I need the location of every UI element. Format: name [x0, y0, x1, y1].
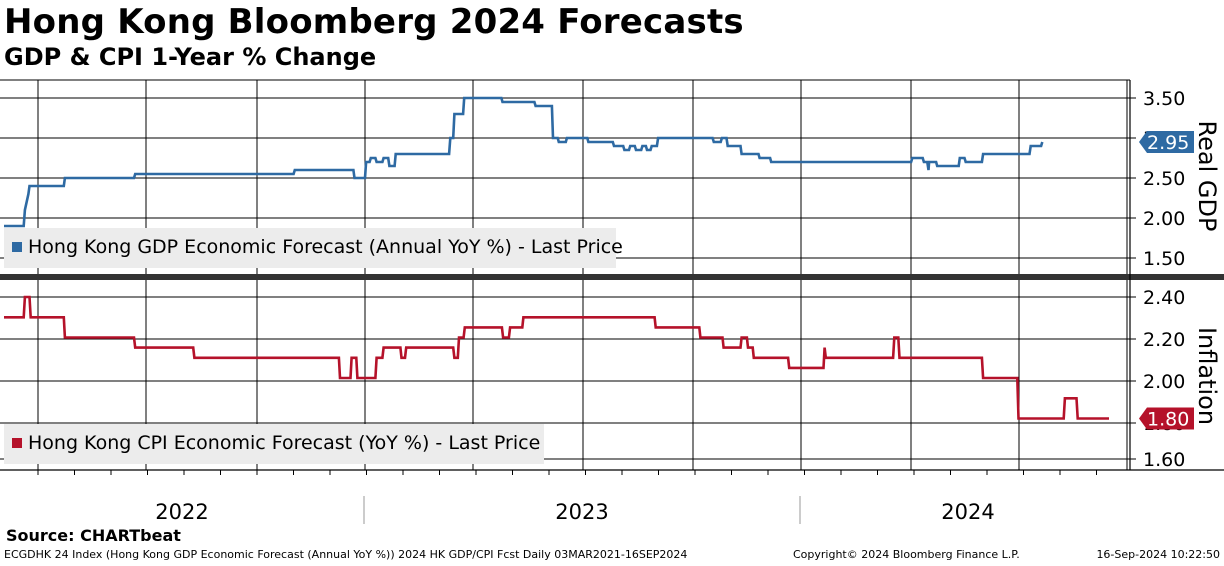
- x-tick-label: 2022: [155, 500, 208, 524]
- footer-description: ECGDHK 24 Index (Hong Kong GDP Economic …: [4, 548, 688, 561]
- y-tick-label: 1.50: [1143, 248, 1185, 270]
- last-value-label: 1.80: [1147, 409, 1189, 431]
- source-label: Source: CHARTbeat: [6, 526, 181, 545]
- legend-box: [4, 424, 544, 464]
- y-tick-label: 2.00: [1143, 371, 1185, 393]
- y-tick-label: 3.50: [1143, 88, 1185, 110]
- footer-copyright: Copyright© 2024 Bloomberg Finance L.P.: [793, 548, 1020, 561]
- legend-box: [4, 228, 616, 268]
- y-tick-label: 2.40: [1143, 287, 1185, 309]
- last-value-badge: [1139, 131, 1194, 153]
- last-value-label: 2.95: [1147, 132, 1189, 154]
- series-line: [4, 96, 1044, 228]
- legend-label: Hong Kong GDP Economic Forecast (Annual …: [28, 236, 623, 258]
- last-value-badge: [1139, 407, 1194, 430]
- y-axis-title: Real GDP: [1193, 121, 1221, 232]
- legend-swatch: [12, 438, 22, 448]
- x-tick-label: 2023: [555, 500, 608, 524]
- chart-title: Hong Kong Bloomberg 2024 Forecasts: [4, 2, 744, 42]
- y-axis-title: Inflation: [1193, 327, 1221, 425]
- series-line: [4, 295, 1109, 420]
- chart-subtitle: GDP & CPI 1-Year % Change: [4, 43, 377, 71]
- y-tick-label: 2.50: [1143, 168, 1185, 190]
- panel-divider: [0, 274, 1224, 280]
- y-tick-label: 2.00: [1143, 208, 1185, 230]
- legend-swatch: [12, 242, 22, 252]
- legend-label: Hong Kong CPI Economic Forecast (YoY %) …: [28, 432, 540, 454]
- y-tick-label: 2.20: [1143, 329, 1185, 351]
- footer-timestamp: 16-Sep-2024 10:22:50: [1096, 548, 1220, 561]
- y-tick-label: 1.60: [1143, 449, 1185, 471]
- x-tick-label: 2024: [941, 500, 994, 524]
